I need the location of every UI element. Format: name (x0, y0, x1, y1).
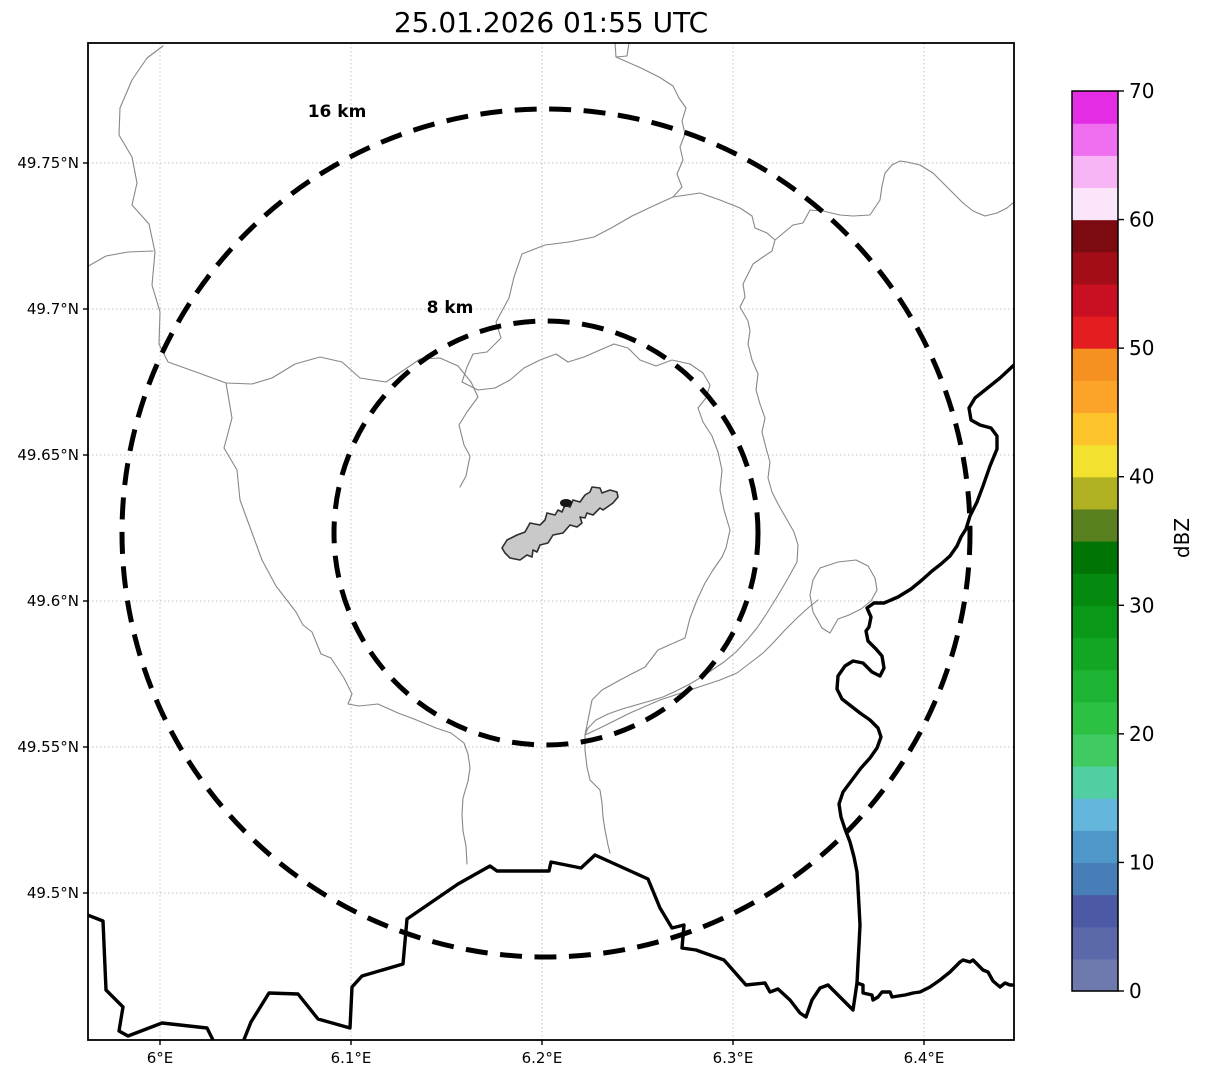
y-tick-label: 49.55°N (17, 738, 79, 756)
x-tick-label: 6.3°E (713, 1049, 754, 1067)
colorbar-segment (1072, 187, 1118, 221)
colorbar-segment (1072, 573, 1118, 606)
colorbar-frame (1071, 90, 1119, 992)
colorbar-tick-label: 40 (1129, 465, 1154, 489)
plot-title: 25.01.2026 01:55 UTC (393, 6, 709, 39)
colorbar-segment (1072, 669, 1118, 703)
map-frame (87, 42, 1015, 1041)
colorbar-segment (1072, 605, 1118, 639)
boundary-line-thin (223, 382, 471, 865)
boundary-line-thin (88, 250, 154, 267)
colorbar-tick-label: 60 (1129, 208, 1154, 232)
boundary-line-thin (672, 160, 1014, 241)
colorbar-tick-label: 30 (1129, 593, 1154, 617)
colorbar-segment (1072, 637, 1118, 671)
boundary-line-thin (461, 343, 731, 736)
boundary-line-thin (584, 239, 799, 736)
colorbar-segment (1072, 476, 1118, 510)
colorbar-segment (1072, 283, 1118, 317)
range-ring-circle (331, 318, 761, 748)
colorbar-segment (1072, 894, 1118, 928)
grid-layer (88, 43, 1014, 1040)
colorbar-segment (1072, 219, 1118, 253)
boundary-line-thin (809, 559, 878, 634)
airport-marker-dot (560, 499, 572, 507)
colorbar-tick-label: 70 (1129, 79, 1154, 103)
boundary-line-thin (584, 734, 611, 854)
boundary-line-thin (461, 56, 687, 383)
colorbar-segment (1072, 91, 1118, 124)
colorbar-segment (1072, 123, 1118, 156)
y-tick-label: 49.5°N (27, 884, 79, 902)
colorbar-segment (1072, 733, 1118, 767)
axes-layer: 6°E 6.1°E 6.2°E 6.3°E 6.4°E 49.75°N 49.7°N 49.6… (17, 154, 944, 1067)
y-tick-label: 49.7°N (27, 300, 79, 318)
x-tick-label: 6.4°E (904, 1049, 945, 1067)
y-tick-label: 49.65°N (17, 446, 79, 464)
colorbar-axis-label: dBZ (1170, 517, 1194, 559)
range-ring-label-8km: 8 km (426, 298, 474, 318)
boundary-line-thin (614, 43, 630, 58)
y-tick-label: 49.6°N (27, 592, 79, 610)
colorbar-tick-label: 0 (1129, 979, 1142, 1003)
colorbar-segment (1072, 862, 1118, 896)
colorbar-segment (1072, 316, 1118, 349)
colorbar-segment (1072, 798, 1118, 831)
border-line-thick (835, 363, 1014, 985)
colorbar-tick-label: 10 (1129, 850, 1154, 874)
geography-layer (88, 43, 1014, 1040)
colorbar-segment (1072, 412, 1118, 446)
boundary-line-thin (584, 599, 819, 736)
airport-area-polygon (501, 486, 619, 561)
colorbar-segment (1072, 766, 1118, 799)
colorbar-tick-label: 50 (1129, 336, 1154, 360)
colorbar-segment (1072, 348, 1118, 381)
colorbar-segment (1072, 701, 1118, 735)
colorbar-segment (1072, 155, 1118, 189)
x-tick-label: 6°E (147, 1049, 174, 1067)
colorbar-segment (1072, 958, 1118, 992)
colorbar-segment (1072, 380, 1118, 414)
y-tick-label: 49.75°N (17, 154, 79, 172)
colorbar-segment (1072, 444, 1118, 478)
colorbar-tick-label: 20 (1129, 722, 1154, 746)
boundary-line-thin (118, 45, 479, 488)
colorbar-segment (1072, 541, 1118, 574)
range-ring-circle (119, 106, 973, 960)
range-ring-label-16km: 16 km (307, 102, 367, 122)
colorbar-segment (1072, 830, 1118, 864)
border-line-thick (88, 913, 215, 1040)
colorbar-segment (1072, 508, 1118, 542)
x-tick-label: 6.2°E (522, 1049, 563, 1067)
border-line-thick (241, 853, 1014, 1040)
colorbar: 0 10 20 30 40 50 60 70 (1071, 79, 1154, 1003)
x-tick-label: 6.1°E (331, 1049, 372, 1067)
colorbar-segment (1072, 251, 1118, 285)
colorbar-segment (1072, 926, 1118, 960)
